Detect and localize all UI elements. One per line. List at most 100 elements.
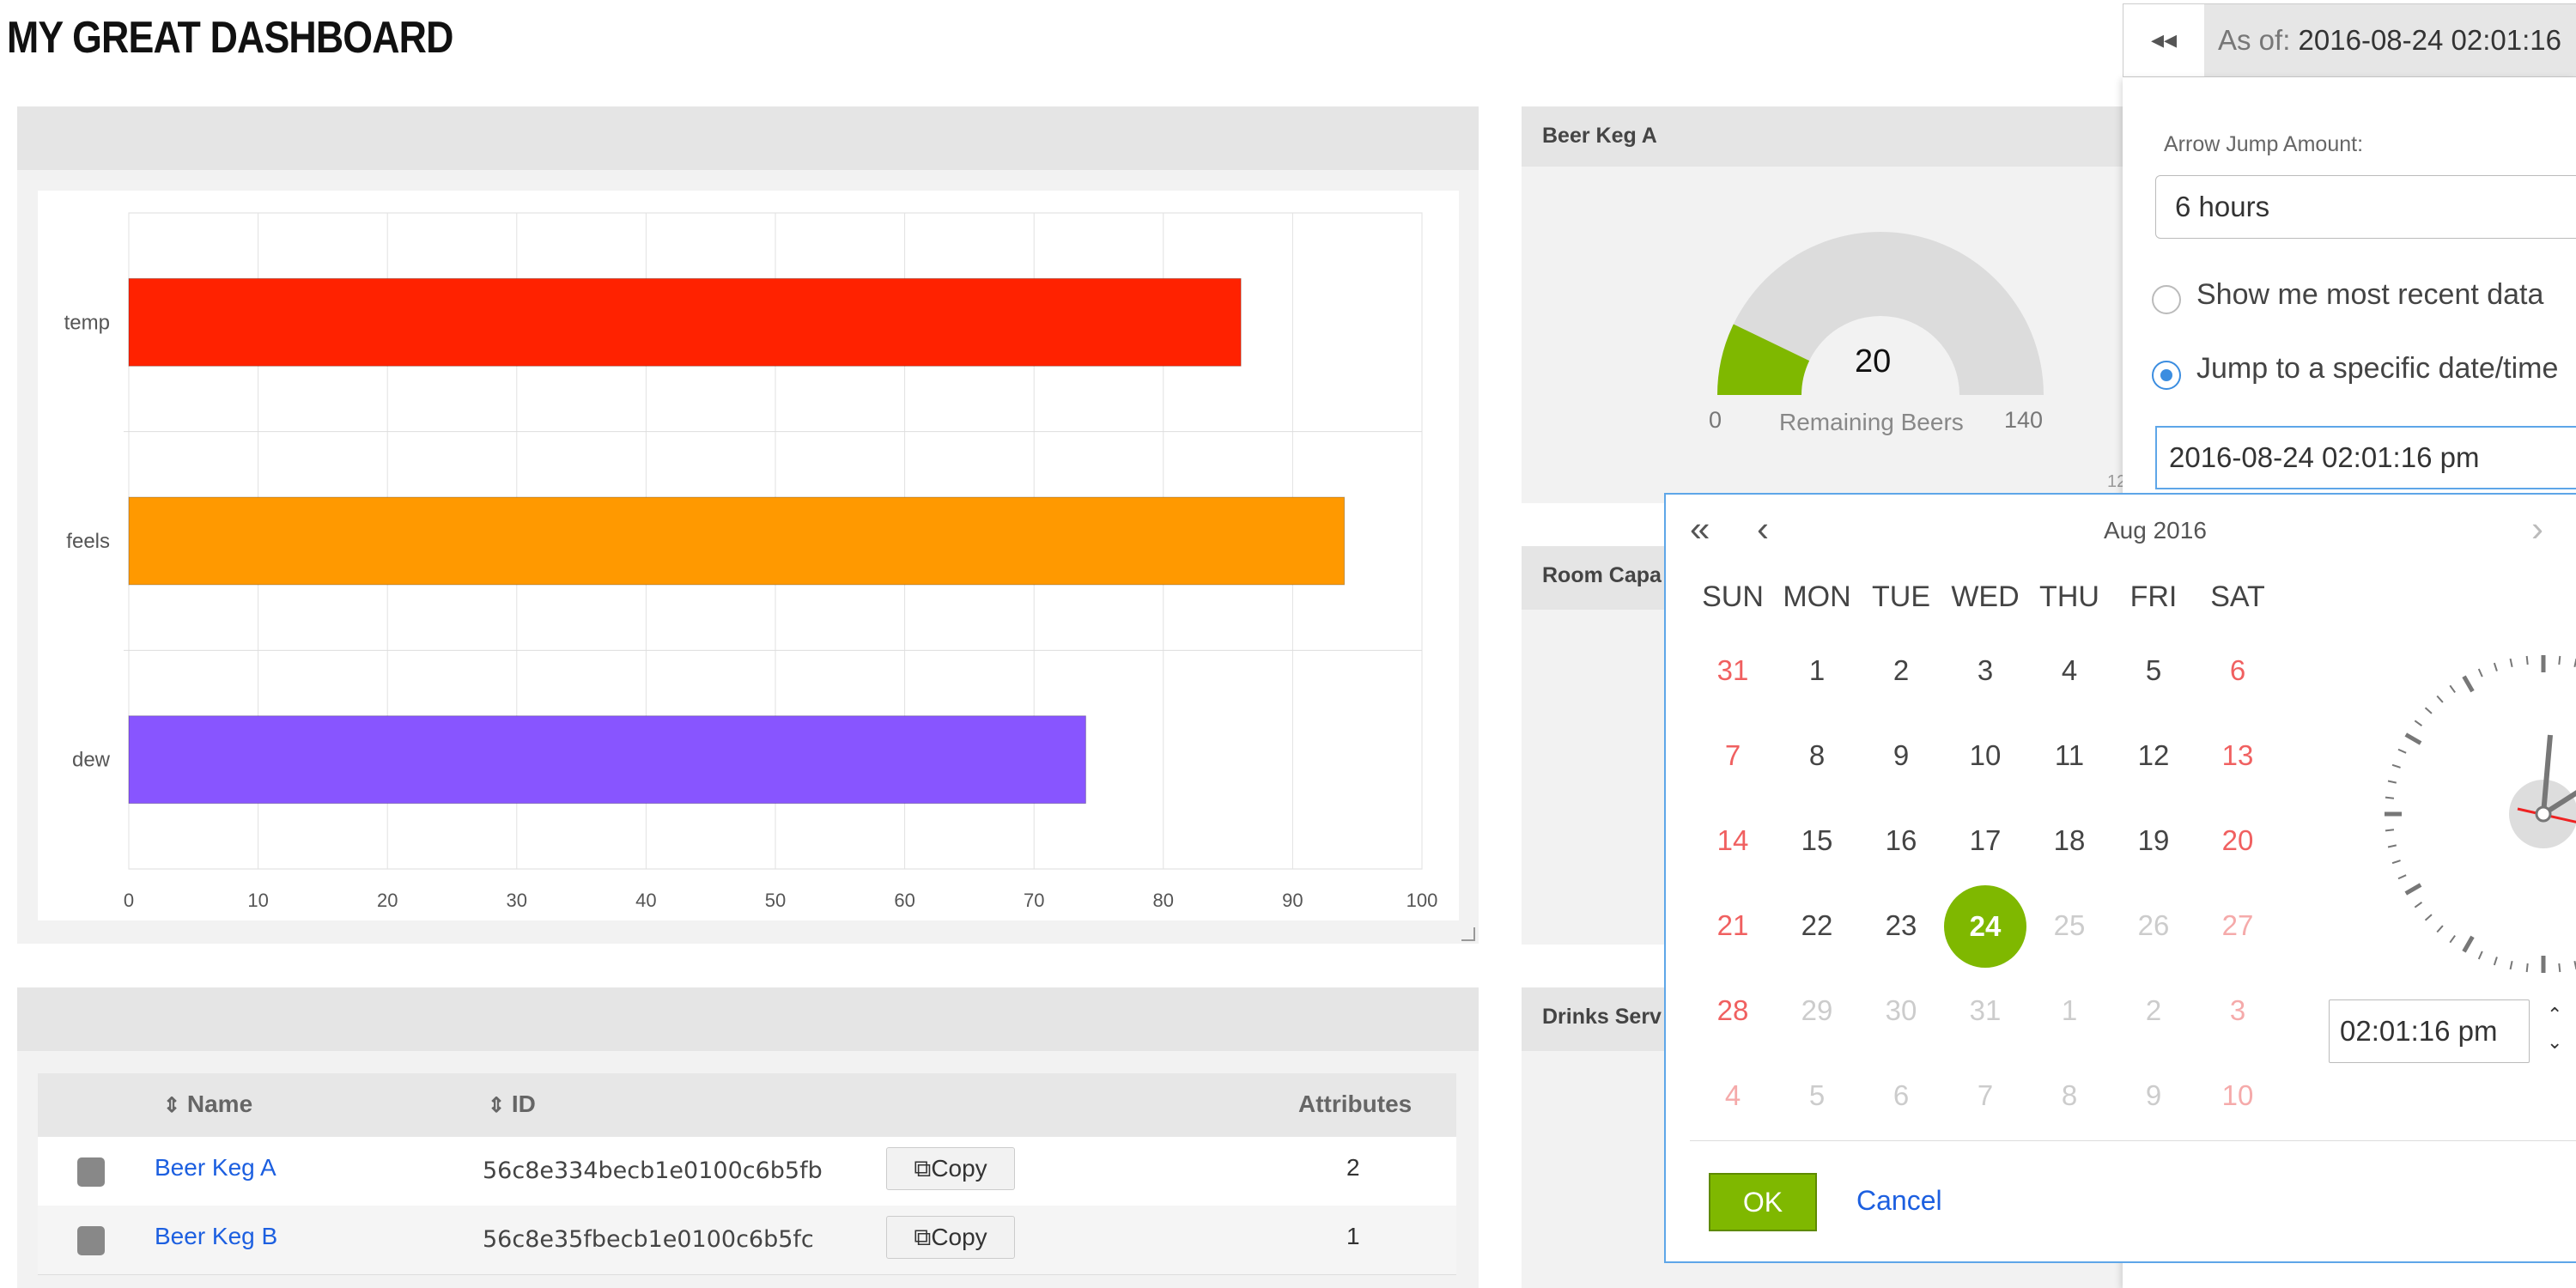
calendar-day[interactable]: 17 xyxy=(1969,824,2002,856)
row-checkbox[interactable] xyxy=(77,1157,105,1187)
calendar-day[interactable]: 1 xyxy=(2061,994,2078,1026)
calendar-day[interactable]: 9 xyxy=(2145,1079,2162,1111)
as-of-value: 2016-08-24 02:01:16 xyxy=(2298,24,2561,56)
ok-button[interactable]: OK xyxy=(1709,1173,1817,1231)
calendar-day[interactable]: 19 xyxy=(2137,824,2170,856)
calendar-day[interactable]: 6 xyxy=(2229,654,2246,686)
calendar-day[interactable]: 10 xyxy=(2221,1079,2254,1111)
calendar-day[interactable]: 22 xyxy=(1801,909,1833,941)
date-input[interactable]: 2016-08-24 02:01:16 pm xyxy=(2155,426,2576,489)
calendar-day[interactable]: 3 xyxy=(1977,654,1994,686)
calendar-day[interactable]: 13 xyxy=(2221,739,2254,771)
calendar-day[interactable]: 16 xyxy=(1885,824,1917,856)
gauge-fill xyxy=(1717,324,1810,395)
x-tick-label: 30 xyxy=(507,890,527,911)
clock-tick xyxy=(2424,707,2433,714)
sort-id-header[interactable]: ⇕ ID xyxy=(488,1091,536,1117)
clock-tick xyxy=(2436,925,2444,933)
calendar-day[interactable]: 20 xyxy=(2221,824,2254,856)
calendar-day[interactable]: 23 xyxy=(1885,909,1917,941)
calendar-day[interactable]: 26 xyxy=(2137,909,2170,941)
calendar-day[interactable]: 4 xyxy=(1724,1079,1741,1111)
copy-icon: ⧉ xyxy=(914,1224,932,1250)
calendar-day[interactable]: 21 xyxy=(1716,909,1749,941)
category-label: feels xyxy=(66,530,110,553)
resize-handle-icon[interactable] xyxy=(1461,927,1475,941)
calendar-day[interactable]: 31 xyxy=(1716,654,1749,686)
calendar-day[interactable]: 6 xyxy=(1893,1079,1910,1111)
calendar-day[interactable]: 29 xyxy=(1801,994,1833,1026)
table-header-row: ⇕ Name ⇕ ID Attributes xyxy=(38,1073,1456,1137)
weekday-label: THU xyxy=(2039,580,2099,613)
calendar-day[interactable]: 2 xyxy=(1893,654,1910,686)
weekday-label: TUE xyxy=(1872,580,1930,613)
calendar-day[interactable]: 27 xyxy=(2221,909,2254,941)
calendar-day[interactable]: 8 xyxy=(2061,1079,2078,1111)
calendar-day[interactable]: 8 xyxy=(1808,739,1826,771)
clock-tick xyxy=(2462,935,2475,953)
x-tick-label: 10 xyxy=(247,890,268,911)
calendar-day[interactable]: 7 xyxy=(1724,739,1741,771)
calendar-day[interactable]: 10 xyxy=(1969,739,2002,771)
calendar-day-selected[interactable]: 24 xyxy=(1944,885,2026,968)
cancel-button[interactable]: Cancel xyxy=(1856,1185,1942,1216)
clock-tick xyxy=(2509,658,2513,668)
calendar-day[interactable]: 3 xyxy=(2229,994,2246,1026)
calendar-day[interactable]: 11 xyxy=(2054,739,2085,771)
rewind-icon: ◂◂ xyxy=(2150,26,2178,54)
device-name-link[interactable]: Beer Keg B xyxy=(155,1223,278,1249)
calendar-divider xyxy=(1690,1140,2576,1141)
calendar-day[interactable]: 25 xyxy=(2053,909,2086,941)
radio-most-recent[interactable] xyxy=(2152,285,2181,314)
calendar-day[interactable]: 31 xyxy=(1969,994,2002,1026)
category-label: dew xyxy=(72,749,111,772)
device-name-link[interactable]: Beer Keg A xyxy=(155,1154,276,1181)
device-id: 56c8e35fbecb1e0100c6b5fc xyxy=(483,1226,814,1253)
table-row: Beer Keg B 56c8e35fbecb1e0100c6b5fc ⧉Cop… xyxy=(38,1206,1456,1275)
time-input[interactable]: 02:01:16 pm xyxy=(2329,999,2530,1063)
clock-icon xyxy=(2385,655,2576,973)
gauge-max: 140 xyxy=(2004,407,2044,433)
option-specific-label: Jump to a specific date/time xyxy=(2196,352,2559,385)
calendar-day[interactable]: 5 xyxy=(2145,654,2162,686)
clock-tick xyxy=(2573,960,2576,970)
calendar-day[interactable]: 9 xyxy=(1893,739,1910,771)
x-tick-label: 20 xyxy=(377,890,398,911)
prev-year-icon[interactable]: « xyxy=(1690,508,1710,549)
calendar-day[interactable]: 2 xyxy=(2145,994,2162,1026)
hour-hand xyxy=(2541,734,2553,815)
clock-tick xyxy=(2404,732,2422,745)
calendar-day[interactable]: 14 xyxy=(1716,824,1749,856)
next-month-icon[interactable]: › xyxy=(2531,508,2543,549)
clock-tick xyxy=(2449,684,2456,694)
calendar-day[interactable]: 15 xyxy=(1801,824,1833,856)
jump-amount-select[interactable]: 6 hours xyxy=(2155,175,2576,239)
rewind-button[interactable]: ◂◂ xyxy=(2123,4,2205,76)
calendar-day[interactable]: 30 xyxy=(1885,994,1917,1026)
as-of-toggle[interactable]: As of: 2016-08-24 02:01:16 xyxy=(2204,4,2576,76)
time-stepper-icon[interactable]: ⌃ ⌄ xyxy=(2547,1004,2563,1053)
calendar-day[interactable]: 12 xyxy=(2137,739,2170,771)
calendar-day[interactable]: 7 xyxy=(1977,1079,1994,1111)
clock-tick xyxy=(2477,951,2483,960)
calendar-day[interactable]: 1 xyxy=(1808,654,1826,686)
clock-tick xyxy=(2558,655,2561,665)
copy-button[interactable]: ⧉Copy xyxy=(886,1216,1015,1259)
as-of-control: ◂◂ As of: 2016-08-24 02:01:16 xyxy=(2123,3,2576,77)
row-checkbox[interactable] xyxy=(77,1226,105,1255)
attributes-header: Attributes xyxy=(1298,1091,1413,1117)
sort-name-header[interactable]: ⇕ Name xyxy=(163,1091,253,1117)
weekday-label: FRI xyxy=(2129,580,2178,613)
clock-tick xyxy=(2462,675,2475,693)
prev-month-icon[interactable]: ‹ xyxy=(1757,508,1769,549)
clock-tick xyxy=(2391,860,2401,865)
calendar-day[interactable]: 5 xyxy=(1808,1079,1826,1111)
clock-tick xyxy=(2391,763,2401,769)
calendar-day[interactable]: 28 xyxy=(1716,994,1749,1026)
calendar-day[interactable]: 4 xyxy=(2061,654,2078,686)
copy-button[interactable]: ⧉Copy xyxy=(886,1147,1015,1190)
bar-chart-svg: 0 10 20 30 40 50 60 70 80 90 100 temp feels dew xyxy=(64,212,1437,911)
radio-specific-date[interactable] xyxy=(2152,361,2181,390)
calendar-day[interactable]: 18 xyxy=(2053,824,2086,856)
weekday-label: WED xyxy=(1951,580,2020,613)
